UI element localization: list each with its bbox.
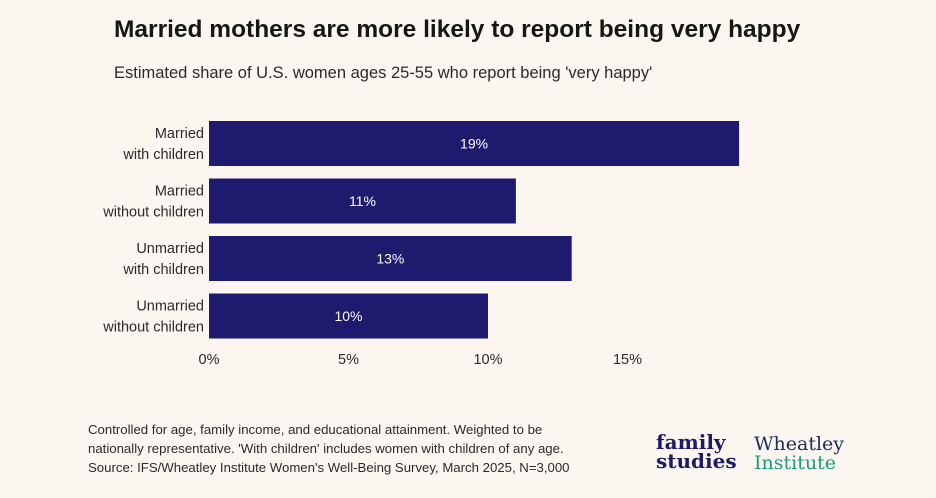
wheatley-institute-logo: Wheatley Institute [754, 435, 844, 473]
bar-value-label-1: 11% [349, 193, 376, 209]
wheatley-logo-line-2: Institute [754, 452, 836, 474]
chart-notes: Controlled for age, family income, and e… [88, 420, 648, 477]
bar-0 [209, 121, 740, 166]
family-studies-logo-line-1: family [656, 430, 726, 454]
wheatley-logo-line-1: Wheatley [754, 433, 845, 455]
x-tick-label-1: 5% [338, 352, 359, 368]
category-label-3-line-0: Unmarried [136, 299, 204, 315]
x-tick-label-0: 0% [199, 352, 220, 368]
x-tick-label-3: 15% [613, 352, 642, 368]
chart-title: Married mothers are more likely to repor… [114, 16, 801, 43]
category-label-0-line-0: Married [155, 126, 204, 142]
note-line-1: Controlled for age, family income, and e… [88, 422, 543, 437]
bar-value-label-0: 19% [460, 136, 488, 152]
chart-subtitle: Estimated share of U.S. women ages 25-55… [114, 64, 653, 82]
category-label-1-line-0: Married [155, 184, 204, 200]
x-tick-label-2: 10% [473, 352, 502, 368]
bar-3 [209, 293, 488, 339]
bar-value-label-3: 10% [334, 308, 362, 324]
category-label-2-line-0: Unmarried [136, 241, 204, 257]
family-studies-logo: family studies [656, 430, 737, 473]
note-line-2: nationally representative. 'With childre… [88, 441, 564, 456]
bar-value-label-2: 13% [376, 251, 404, 267]
category-label-3-line-1: without children [102, 320, 204, 336]
note-line-3: Source: IFS/Wheatley Institute Women's W… [88, 460, 570, 475]
family-studies-logo-line-2: studies [656, 449, 737, 473]
category-label-1-line-1: without children [102, 205, 204, 221]
bar-chart: 19% Married with children 11% Married without… [102, 121, 740, 368]
category-label-2-line-1: with children [122, 262, 204, 278]
bar-2 [209, 236, 572, 281]
category-label-0-line-1: with children [122, 147, 204, 163]
bar-1 [209, 178, 516, 224]
